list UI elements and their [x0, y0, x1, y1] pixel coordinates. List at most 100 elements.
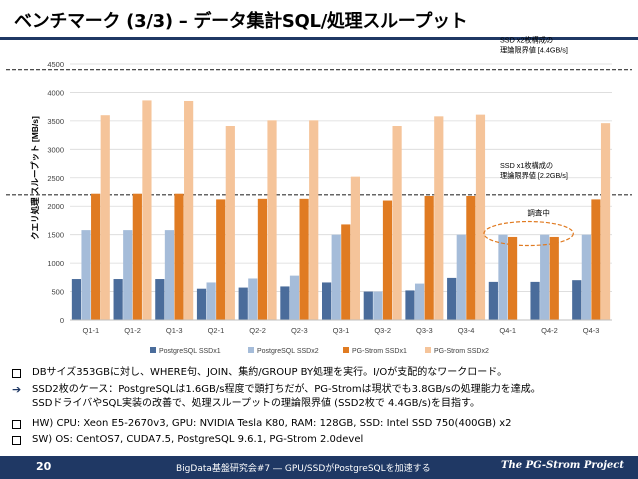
legend-label: PG-Strom SSDx1	[352, 348, 407, 355]
x-tick-label: Q1-1	[83, 326, 100, 335]
bar	[414, 283, 425, 320]
x-tick-label: Q1-2	[124, 326, 141, 335]
bar	[71, 279, 82, 320]
x-tick-label: Q3-4	[458, 326, 475, 335]
bar	[299, 198, 309, 320]
bar	[549, 236, 559, 320]
x-tick-label: Q3-2	[374, 326, 391, 335]
checkbox-icon	[12, 417, 32, 434]
bar	[581, 234, 591, 320]
legend-swatch	[425, 347, 431, 353]
bullet-text: SW) OS: CentOS7, CUDA7.5, PostgreSQL 9.6…	[32, 434, 364, 445]
bullet-text: SSDドライバやSQL実装の改善で、処理スループットの理論限界値 (SSD2枚で…	[32, 398, 480, 409]
checkbox-icon	[12, 433, 32, 450]
x-tick-label: Q2-3	[291, 326, 308, 335]
checkbox-icon	[12, 366, 32, 383]
bar	[591, 199, 601, 320]
legend-label: PostgreSQL SSDx1	[159, 348, 221, 355]
bar	[498, 234, 508, 320]
annotation-ellipse	[483, 220, 574, 247]
bar	[322, 282, 332, 320]
y-tick-label: 1000	[47, 259, 64, 268]
bar	[280, 286, 290, 320]
bullet-text: DBサイズ353GBに対し、WHERE句、JOIN、集約/GROUP BY処理を…	[32, 367, 508, 378]
annotation-label: 調査中	[527, 208, 550, 218]
bar	[434, 116, 444, 321]
y-tick-label: 2500	[47, 174, 64, 183]
bar	[257, 198, 268, 320]
bar	[216, 199, 226, 320]
bullet-item: ➔ SSD2枚のケース：PostgreSQLは1.6GB/s程度で頭打ちだが、P…	[12, 383, 632, 398]
bar	[132, 193, 142, 320]
arrow-right-icon: ➔	[12, 382, 22, 396]
bar	[600, 123, 611, 320]
x-tick-label: Q2-1	[208, 326, 225, 335]
bar	[238, 287, 248, 320]
footer-event-title: BigData基盤研究会#7 ― GPU/SSDがPostgreSQLを加速する	[176, 464, 431, 474]
bar	[113, 279, 123, 320]
slide-title: ベンチマーク (3/3) – データ集計SQL/処理スループット	[14, 11, 468, 32]
bar	[142, 100, 152, 320]
bullet-item: DBサイズ353GBに対し、WHERE句、JOIN、集約/GROUP BY処理を…	[12, 366, 632, 383]
title-rule	[0, 37, 638, 40]
bar	[155, 279, 165, 320]
bar	[248, 278, 258, 320]
bullet-item: SW) OS: CentOS7, CUDA7.5, PostgreSQL 9.6…	[12, 433, 632, 450]
bar	[540, 234, 550, 320]
legend-label: PostgreSQL SSDx2	[257, 348, 319, 355]
bar	[196, 288, 207, 320]
reference-label: 理論限界値 [2.2GB/s]	[500, 171, 568, 180]
x-tick-label: Q4-3	[583, 326, 600, 335]
bar	[123, 230, 133, 320]
bar	[81, 230, 91, 320]
y-tick-label: 4500	[47, 60, 64, 69]
bar	[405, 290, 415, 320]
bar	[184, 100, 194, 320]
y-tick-label: 3000	[47, 145, 64, 154]
reference-label: SSD x2枚構成の	[500, 36, 553, 45]
bar	[225, 126, 235, 321]
y-tick-label: 500	[51, 288, 64, 297]
bar	[289, 275, 300, 320]
bar	[530, 281, 540, 320]
footer-bar: 20 BigData基盤研究会#7 ― GPU/SSDがPostgreSQLを加…	[0, 456, 638, 479]
bullet-text: SSD2枚のケース：PostgreSQLは1.6GB/s程度で頭打ちだが、PG-…	[32, 383, 541, 395]
y-tick-label: 1500	[47, 231, 64, 240]
bar	[164, 230, 175, 320]
bar	[341, 224, 351, 320]
bar	[309, 120, 319, 320]
bar	[331, 234, 341, 320]
bar	[91, 193, 101, 320]
y-tick-label: 0	[60, 316, 64, 325]
reference-label: SSD x1枚構成の	[500, 161, 553, 170]
y-tick-label: 4000	[47, 88, 64, 97]
footer-brand: The PG-Strom Project	[501, 460, 624, 471]
legend-swatch	[150, 347, 156, 353]
bullet-text: HW) CPU: Xeon E5-2670v3, GPU: NVIDIA Tes…	[32, 417, 512, 429]
bar	[572, 280, 582, 320]
bar	[373, 291, 383, 320]
legend-swatch	[248, 347, 254, 353]
page-number: 20	[36, 460, 52, 473]
notes-list: DBサイズ353GBに対し、WHERE句、JOIN、集約/GROUP BY処理を…	[12, 366, 632, 450]
x-tick-label: Q2-2	[249, 326, 266, 335]
bar	[174, 193, 184, 320]
bar	[475, 114, 486, 321]
legend-label: PG-Strom SSDx2	[434, 348, 489, 355]
bar	[363, 291, 373, 320]
y-axis-title: クエリ処理 スループット [MB/s]	[30, 116, 40, 240]
bar	[507, 236, 518, 320]
bar	[267, 120, 277, 320]
bullet-item: HW) CPU: Xeon E5-2670v3, GPU: NVIDIA Tes…	[12, 417, 632, 434]
x-tick-label: Q3-1	[333, 326, 350, 335]
bar	[350, 176, 360, 320]
x-tick-label: Q1-3	[166, 326, 183, 335]
y-tick-label: 3500	[47, 117, 64, 126]
bullet-item: SSDドライバやSQL実装の改善で、処理スループットの理論限界値 (SSD2枚で…	[12, 397, 632, 412]
bar	[100, 115, 110, 320]
bar	[447, 277, 457, 320]
y-tick-label: 2000	[47, 202, 64, 211]
bar	[466, 195, 476, 320]
bar	[488, 281, 498, 320]
legend-swatch	[343, 347, 349, 353]
